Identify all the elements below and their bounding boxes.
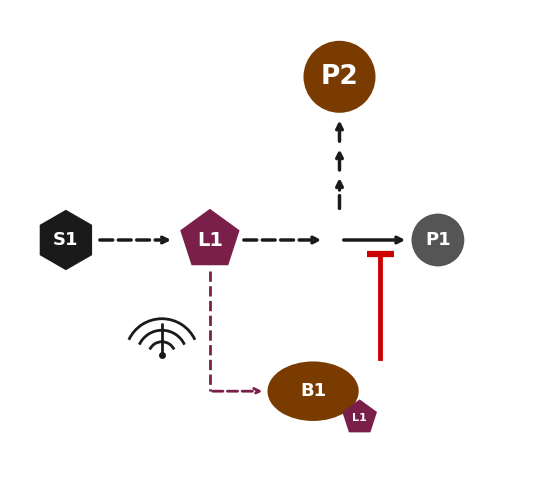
Polygon shape (40, 210, 92, 270)
Circle shape (411, 214, 464, 266)
Text: L1: L1 (352, 413, 367, 422)
Circle shape (303, 41, 376, 113)
Text: S1: S1 (53, 231, 79, 249)
Text: L1: L1 (197, 230, 223, 250)
Polygon shape (180, 209, 240, 265)
Ellipse shape (268, 361, 358, 421)
Text: P2: P2 (320, 64, 358, 90)
Text: B1: B1 (300, 382, 326, 400)
Text: P1: P1 (425, 231, 450, 249)
Polygon shape (342, 399, 377, 432)
